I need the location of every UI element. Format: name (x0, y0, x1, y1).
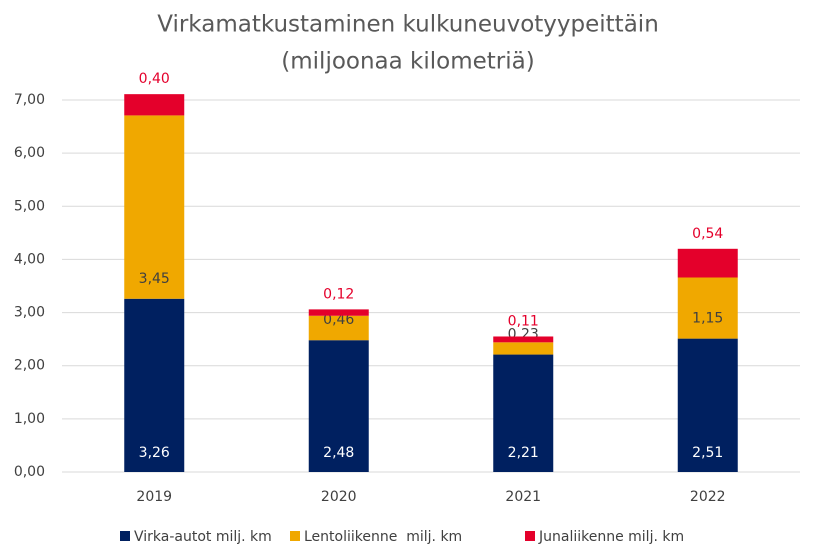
bar-segment (677, 338, 738, 472)
bar-segment (308, 340, 369, 472)
bar-segment (677, 277, 738, 339)
data-label: 2,21 (508, 445, 539, 461)
legend-swatch (290, 531, 300, 541)
bar-segment (308, 309, 369, 316)
y-tick-label: 6,00 (14, 145, 45, 161)
y-tick-label: 5,00 (14, 198, 45, 214)
chart-title: Virkamatkustaminen kulkuneuvotyypeittäin (157, 12, 659, 38)
data-label: 1,15 (692, 311, 723, 327)
data-label: 2,51 (692, 445, 723, 461)
data-label: 0,46 (323, 312, 354, 328)
legend-label: Lentoliikenne milj. km (304, 529, 462, 545)
data-label: 0,54 (692, 226, 723, 242)
bar-segment (308, 315, 369, 341)
y-tick-label: 0,00 (14, 464, 45, 480)
bar-segment (493, 336, 554, 343)
x-tick-label: 2020 (321, 489, 357, 505)
y-tick-label: 4,00 (14, 251, 45, 267)
bar-segment (493, 342, 554, 355)
chart-subtitle: (miljoonaa kilometriä) (281, 49, 534, 75)
x-tick-label: 2021 (505, 489, 541, 505)
data-label: 0,12 (323, 286, 354, 302)
legend-swatch (525, 531, 535, 541)
bar-segment (677, 248, 738, 278)
x-tick-label: 2019 (136, 489, 172, 505)
y-tick-label: 2,00 (14, 358, 45, 374)
y-tick-label: 1,00 (14, 411, 45, 427)
bar-segment (493, 354, 554, 472)
x-tick-label: 2022 (690, 489, 726, 505)
legend-label: Virka-autot milj. km (134, 529, 272, 545)
data-label: 3,26 (139, 445, 170, 461)
bar-segment (124, 298, 185, 472)
data-label: 3,45 (139, 271, 170, 287)
bar-segment (124, 94, 185, 116)
y-tick-label: 3,00 (14, 305, 45, 321)
data-label: 2,48 (323, 445, 354, 461)
y-tick-label: 7,00 (14, 92, 45, 108)
legend-label: Junaliikenne milj. km (538, 529, 684, 545)
legend-swatch (120, 531, 130, 541)
data-label: 0,40 (139, 71, 170, 87)
bar-segment (124, 115, 185, 299)
data-label: 0,11 (508, 313, 539, 329)
